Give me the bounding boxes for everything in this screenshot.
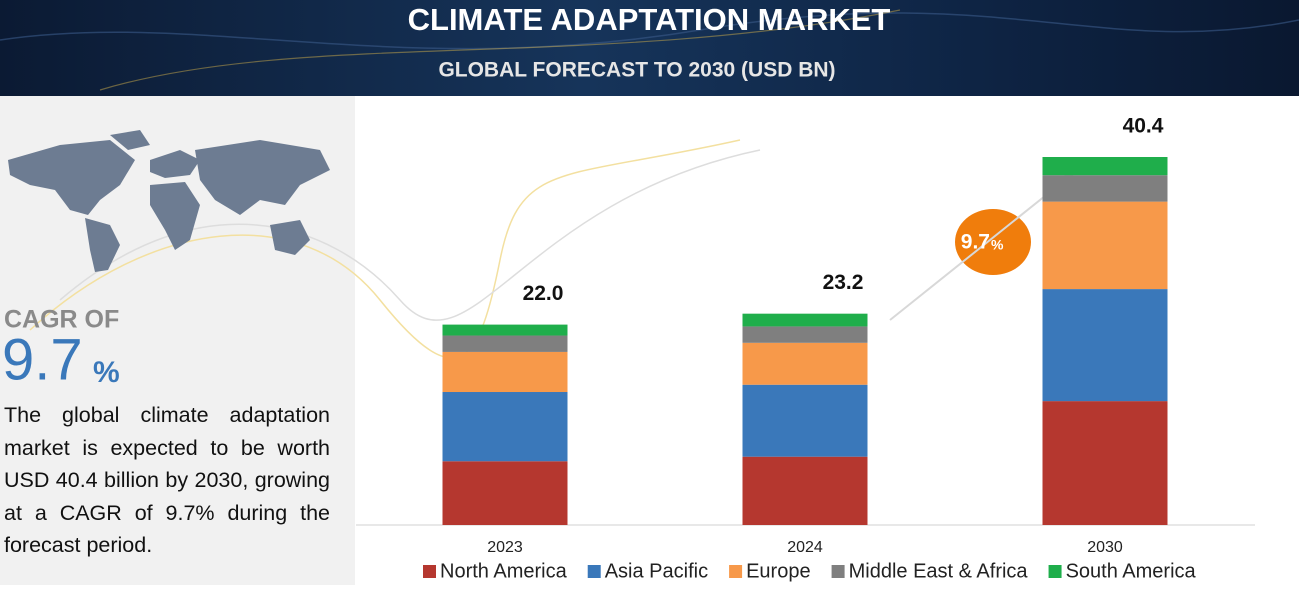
- bubble-unit: %: [991, 237, 1004, 253]
- bar-segment: [1042, 157, 1168, 176]
- legend-label: North America: [440, 560, 568, 582]
- bar-segment: [442, 324, 568, 336]
- legend-swatch: [587, 565, 601, 578]
- bar-segment: [1042, 401, 1168, 525]
- cagr-value: 9.7: [2, 327, 83, 392]
- bar-segment: [742, 342, 868, 385]
- legend-label: Europe: [746, 560, 811, 582]
- bar-segment: [442, 335, 568, 352]
- bar-segment: [742, 384, 868, 457]
- x-tick-label: 2024: [787, 539, 823, 556]
- bar-segment: [442, 351, 568, 393]
- total-label: 23.2: [823, 271, 864, 294]
- total-label: 22.0: [523, 282, 564, 305]
- bar-segment: [1042, 201, 1168, 290]
- cagr-label: CAGR OF: [4, 306, 119, 334]
- legend-label: Asia Pacific: [605, 560, 708, 582]
- bar-segment: [742, 313, 868, 327]
- cagr-bubble: [955, 209, 1031, 275]
- world-map: [8, 130, 330, 272]
- bar-segment: [442, 392, 568, 462]
- bar-segment: [442, 461, 568, 525]
- cagr-unit: %: [93, 356, 120, 389]
- title: CLIMATE ADAPTATION MARKET: [408, 2, 891, 37]
- x-tick-label: 2023: [487, 539, 523, 556]
- bar-segment: [1042, 289, 1168, 402]
- legend-swatch: [423, 565, 436, 578]
- legend-swatch: [1048, 565, 1062, 578]
- bar-segment: [742, 456, 868, 525]
- bubble-value: 9.7: [961, 231, 990, 254]
- x-tick-label: 2030: [1087, 539, 1123, 556]
- subtitle: GLOBAL FORECAST TO 2030 (USD BN): [438, 59, 835, 82]
- bar-segment: [1042, 175, 1168, 202]
- legend-swatch: [831, 565, 845, 578]
- legend-label: South America: [1066, 560, 1197, 582]
- bar-segment: [742, 326, 868, 343]
- header: [0, 0, 1299, 96]
- legend-label: Middle East & Africa: [849, 560, 1029, 582]
- description: The global climate adaptation market is …: [4, 403, 330, 557]
- legend-swatch: [729, 565, 743, 578]
- total-label: 40.4: [1123, 115, 1164, 138]
